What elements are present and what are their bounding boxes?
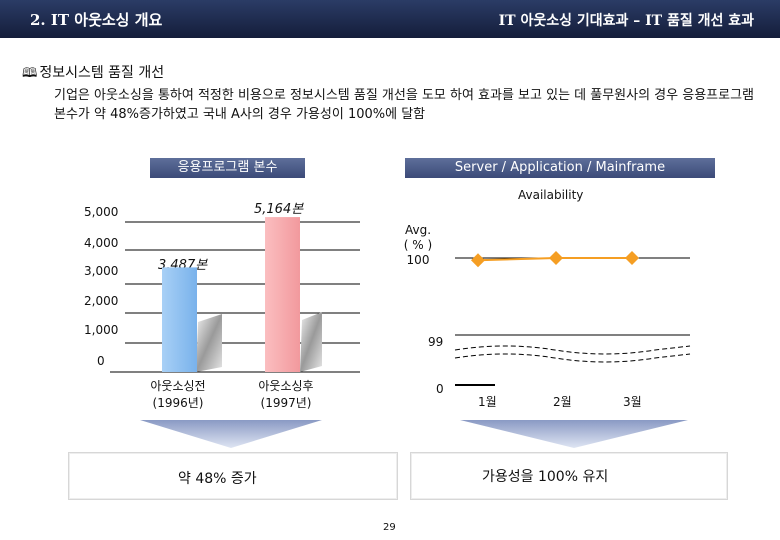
- y-tick-0: 0: [97, 354, 105, 368]
- category-before: 아웃소싱전 (1996년): [146, 377, 210, 411]
- left-chart-gridlines: [110, 221, 360, 373]
- y-tick-3000: 3,000: [84, 264, 119, 278]
- y-tick-100: 100: [406, 253, 430, 267]
- y-tick-0-right: 0: [436, 382, 444, 396]
- availability-box-title: Server / Application / Mainframe: [454, 160, 666, 175]
- left-result-box: [68, 452, 398, 500]
- category-before-line2: (1996년): [152, 396, 204, 410]
- category-before-line1: 아웃소싱전: [150, 379, 206, 393]
- availability-chart-title: Availability: [518, 188, 584, 202]
- right-result-text: 가용성을 100% 유지: [482, 469, 609, 485]
- app-count-title-box: 응용프로그램 본수: [150, 158, 305, 178]
- y-label-line1: Avg.: [404, 223, 432, 237]
- section-heading-text: 정보시스템 품질 개선: [39, 65, 165, 81]
- category-after-line2: (1997년): [260, 396, 312, 410]
- app-count-title: 응용프로그램 본수: [177, 160, 278, 175]
- category-after-line1: 아웃소싱후: [258, 379, 314, 393]
- right-down-arrow: [460, 420, 688, 448]
- axis-break-line: [454, 345, 691, 355]
- x-label-mar: 3월: [623, 395, 642, 409]
- availability-title-box: Server / Application / Mainframe: [405, 158, 715, 178]
- availability-y-label: Avg. ( % ) 100: [400, 223, 436, 268]
- bar-1: [162, 267, 197, 372]
- availability-series: [471, 251, 639, 268]
- availability-point: [471, 253, 485, 268]
- y-label-line2: ( % ): [403, 238, 433, 252]
- slide-title: IT 아웃소싱 기대효과 – IT 품질 개선 효과: [498, 13, 754, 29]
- axis-break-line: [454, 353, 691, 363]
- right-result-box: [410, 452, 728, 500]
- y-tick-1000: 1,000: [84, 323, 119, 337]
- x-label-feb: 2월: [553, 395, 572, 409]
- y-tick-5000: 5,000: [84, 205, 119, 219]
- left-result-text: 약 48% 증가: [178, 471, 257, 487]
- y-tick-99: 99: [428, 335, 444, 349]
- availability-point: [549, 251, 563, 265]
- bar2-shadow: [300, 312, 322, 372]
- book-icon: 🕮: [22, 66, 38, 81]
- section-number-title: 2. IT 아웃소싱 개요: [30, 11, 163, 29]
- left-down-arrow: [140, 420, 322, 448]
- bars-group: [162, 217, 300, 372]
- bar-2: [265, 217, 300, 372]
- category-after: 아웃소싱후 (1997년): [254, 377, 318, 411]
- header-bar: 2. IT 아웃소싱 개요 IT 아웃소싱 기대효과 – IT 품질 개선 효과: [0, 0, 780, 38]
- bar2-data-label: 5,164본: [254, 202, 304, 217]
- bar1-shadow: [196, 314, 222, 372]
- page-number: 29: [383, 522, 396, 533]
- y-tick-2000: 2,000: [84, 294, 119, 308]
- section-heading: 🕮 정보시스템 품질 개선: [22, 62, 164, 86]
- y-tick-4000: 4,000: [84, 236, 119, 250]
- availability-point: [625, 251, 639, 265]
- section-description: 기업은 아웃소싱을 통하여 적정한 비용으로 정보시스템 품질 개선을 도모 하…: [54, 88, 754, 122]
- x-label-jan: 1월: [478, 395, 497, 409]
